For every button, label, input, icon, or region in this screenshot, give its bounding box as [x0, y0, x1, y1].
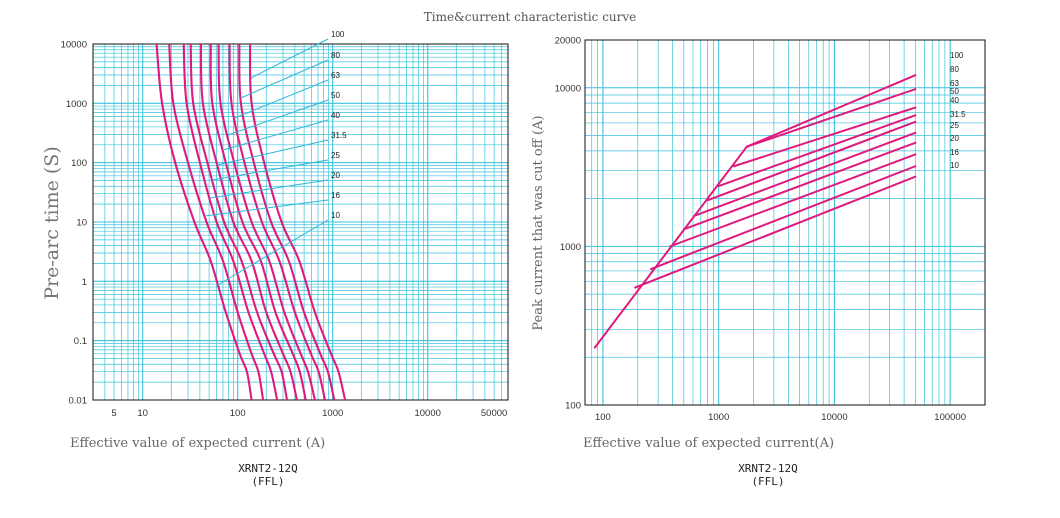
- left-rating-label: 80: [331, 51, 340, 60]
- left-caption-sub: (FFL): [251, 475, 284, 488]
- right-curve-100: [747, 75, 916, 147]
- right-rating-label: 25: [950, 121, 959, 130]
- left-caption-model: XRNT2-12Q: [238, 462, 298, 475]
- right-curve-80: [747, 89, 916, 147]
- right-rating-label: 50: [950, 87, 959, 96]
- left-x-tick-label: 1000: [322, 408, 343, 419]
- left-x-tick-label: 10: [137, 408, 148, 419]
- left-y-axis-title: Pre-arc time (S): [41, 146, 63, 300]
- left-x-tick-label: 100: [230, 408, 246, 419]
- svg-text:Pre-arc time (S): Pre-arc time (S): [41, 146, 63, 300]
- left-y-tick-label: 10: [76, 218, 87, 229]
- left-leader-100: [251, 39, 328, 78]
- right-xlabel-unit: A: [819, 436, 830, 451]
- left-rating-label: 100: [331, 30, 345, 39]
- right-x-tick-label: 100000: [934, 412, 966, 423]
- left-x-tick-label: 10000: [414, 408, 440, 419]
- right-y-tick-label: 10000: [555, 83, 581, 94]
- left-rating-label: 20: [331, 171, 340, 180]
- right-rating-label: 80: [950, 65, 959, 74]
- right-xlabel-text: Effective value of expected current: [583, 436, 815, 451]
- left-x-axis-title: Effective value of expected current (A): [70, 436, 325, 451]
- left-x-tick-label: 50000: [481, 408, 507, 419]
- left-xlabel-text: Effective value of expected current: [70, 436, 302, 451]
- right-curves: [595, 75, 916, 347]
- right-curve-31.5: [695, 133, 916, 216]
- left-ylabel-text: Pre-arc time: [41, 180, 63, 300]
- left-x-tick-label: 5: [111, 408, 116, 419]
- left-rating-label: 31.5: [331, 131, 347, 140]
- right-rating-label: 20: [950, 134, 959, 143]
- left-leader-80: [241, 60, 328, 98]
- right-x-axis-title: Effective value of expected current(A): [583, 436, 834, 451]
- left-ylabel-unit: S: [41, 154, 63, 167]
- left-y-tick-label: 1000: [66, 99, 87, 110]
- left-y-tick-label: 100: [71, 158, 87, 169]
- right-x-tick-label: 1000: [708, 412, 729, 423]
- right-y-tick-label: 1000: [560, 242, 581, 253]
- right-rating-label: 31.5: [950, 110, 966, 119]
- figure-title: Time&current characteristic curve: [424, 10, 637, 24]
- left-grid: [93, 44, 508, 400]
- svg-text:Peak current that was cut off: Peak current that was cut off (A): [531, 115, 546, 330]
- left-y-tick-label: 1: [82, 277, 87, 288]
- right-rating-label: 40: [950, 96, 959, 105]
- right-x-tick-label: 100: [595, 412, 611, 423]
- right-grid: [585, 40, 985, 405]
- left-rating-label: 40: [331, 111, 340, 120]
- left-rating-label: 16: [331, 191, 340, 200]
- left-y-tick-label: 0.1: [74, 336, 87, 347]
- right-ylabel-text: Peak current that was cut off: [531, 137, 546, 330]
- right-caption-sub: (FFL): [751, 475, 784, 488]
- right-caption-model: XRNT2-12Q: [738, 462, 798, 475]
- right-rating-label: 10: [950, 161, 959, 170]
- right-y-tick-label: 20000: [555, 36, 581, 47]
- left-rating-label: 25: [331, 151, 340, 160]
- left-rating-label: 10: [331, 211, 340, 220]
- left-rating-label: 63: [331, 71, 340, 80]
- left-y-tick-label: 10000: [61, 40, 87, 51]
- left-y-tick-label: 0.01: [69, 396, 88, 407]
- right-curve-63: [734, 108, 916, 167]
- right-y-tick-label: 100: [565, 401, 581, 412]
- chart-peak-current: 100 1000 10000 100000 100 1000 10000 20000 100 80…: [555, 36, 985, 424]
- left-xlabel-unit: A: [310, 436, 321, 451]
- chart-prearc-time: 5 10 100 1000 10000 50000 0.01 0.1 1 10 100 1000 100…: [61, 30, 508, 419]
- left-rating-labels: 100 80 63 50 40 31.5 25 20 16 10: [205, 30, 347, 285]
- right-x-tick-label: 10000: [821, 412, 847, 423]
- left-leader-40: [223, 120, 328, 150]
- left-rating-label: 50: [331, 91, 340, 100]
- right-rating-label: 100: [950, 51, 964, 60]
- right-rating-label: 16: [950, 148, 959, 157]
- right-ylabel-unit: A: [531, 120, 546, 131]
- right-y-axis-title: Peak current that was cut off (A): [531, 115, 546, 330]
